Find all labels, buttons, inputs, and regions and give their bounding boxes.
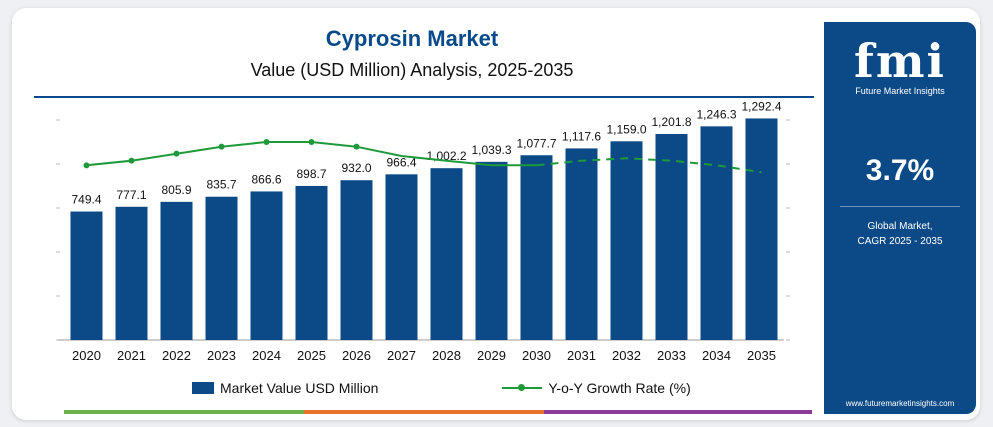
data-label-2035: 1,292.4	[741, 99, 781, 113]
data-label-2030: 1,077.7	[516, 136, 556, 150]
bottom-strip-orange	[304, 410, 544, 414]
x-tick-label-2032: 2032	[612, 348, 641, 363]
side-panel: fmi Future Market Insights 3.7% Global M…	[824, 22, 976, 414]
data-label-2022: 805.9	[161, 183, 191, 197]
x-tick-label-2024: 2024	[252, 348, 281, 363]
data-label-2023: 835.7	[206, 178, 236, 192]
growth-point-2025	[308, 139, 315, 145]
bar-2028	[430, 168, 463, 340]
cagr-divider	[840, 206, 960, 207]
bar-2023	[205, 196, 238, 340]
x-tick-label-2033: 2033	[657, 348, 686, 363]
bar-2025	[295, 185, 328, 340]
growth-point-2020	[83, 162, 90, 169]
cagr-value: 3.7%	[865, 154, 935, 187]
x-tick-label-2020: 2020	[72, 348, 101, 363]
x-tick-label-2035: 2035	[747, 348, 776, 363]
data-label-2026: 932.0	[341, 161, 371, 175]
bar-2030	[520, 155, 553, 340]
bar-line-chart: 749.4 2020 777.1 2021 805.9 2022 835.7 2023 866.…	[56, 99, 790, 363]
legend-item-market-value: Market Value USD Million	[192, 380, 378, 396]
x-tick-label-2025: 2025	[297, 348, 326, 363]
data-label-2024: 866.6	[251, 172, 281, 186]
x-tick-label-2029: 2029	[477, 348, 506, 363]
data-label-2033: 1,201.8	[651, 115, 691, 129]
growth-point-2021	[128, 157, 135, 164]
data-label-2029: 1,039.3	[471, 143, 511, 157]
bar-2029	[475, 161, 508, 340]
legend-bar-label: Market Value USD Million	[220, 380, 379, 396]
growth-point-2024	[263, 139, 270, 145]
bar-2026	[340, 180, 373, 340]
website-url: www.futuremarketinsights.com	[845, 399, 955, 408]
chart-title: Cyprosin Market	[325, 26, 499, 51]
chart-card: Cyprosin Market Value (USD Million) Anal…	[12, 8, 980, 420]
bar-2034	[700, 126, 733, 340]
bar-2027	[385, 174, 418, 340]
data-label-2034: 1,246.3	[696, 107, 736, 121]
bottom-strip-green	[64, 410, 304, 414]
cagr-label-line1: Global Market,	[867, 221, 933, 232]
legend-item-growth-rate: Y-o-Y Growth Rate (%)	[502, 380, 691, 396]
bar-2020	[70, 211, 103, 340]
growth-point-2023	[218, 143, 225, 150]
legend-line-label: Y-o-Y Growth Rate (%)	[548, 380, 691, 396]
data-label-2027: 966.4	[386, 155, 416, 169]
logo-subtitle: Future Market Insights	[855, 86, 945, 96]
cagr-label-line2: CAGR 2025 - 2035	[857, 236, 943, 247]
chart-subtitle: Value (USD Million) Analysis, 2025-2035	[250, 60, 574, 80]
data-label-2020: 749.4	[71, 193, 101, 207]
legend-bar-swatch	[192, 382, 214, 394]
x-tick-label-2034: 2034	[702, 348, 731, 363]
bar-2024	[250, 191, 283, 340]
growth-rate-line	[86, 141, 537, 167]
growth-point-2022	[173, 150, 180, 157]
chart-legend: Market Value USD Million Y-o-Y Growth Ra…	[192, 380, 811, 397]
x-tick-label-2031: 2031	[567, 348, 596, 363]
growth-point-2026	[353, 143, 360, 150]
bar-2032	[610, 141, 643, 340]
legend-line-swatch	[502, 382, 543, 394]
x-tick-label-2026: 2026	[342, 348, 371, 363]
growth-rate-line-projected	[536, 157, 762, 174]
data-label-2025: 898.7	[296, 167, 326, 181]
x-tick-label-2022: 2022	[162, 348, 191, 363]
x-tick-label-2023: 2023	[207, 348, 236, 363]
data-label-2032: 1,159.0	[606, 122, 646, 136]
x-tick-label-2021: 2021	[117, 348, 146, 363]
data-label-2031: 1,117.6	[562, 129, 601, 143]
x-tick-label-2027: 2027	[387, 348, 416, 363]
bar-2022	[160, 201, 193, 340]
data-label-2021: 777.1	[116, 188, 146, 202]
title-divider	[34, 96, 814, 98]
bottom-strip-purple	[544, 410, 812, 414]
x-tick-label-2030: 2030	[522, 348, 551, 363]
bar-2035	[745, 118, 778, 341]
bar-2031	[565, 148, 598, 340]
fmi-logo: fmi	[854, 34, 946, 88]
bar-2033	[655, 133, 688, 340]
x-tick-label-2028: 2028	[432, 348, 461, 363]
bar-2021	[115, 206, 148, 340]
